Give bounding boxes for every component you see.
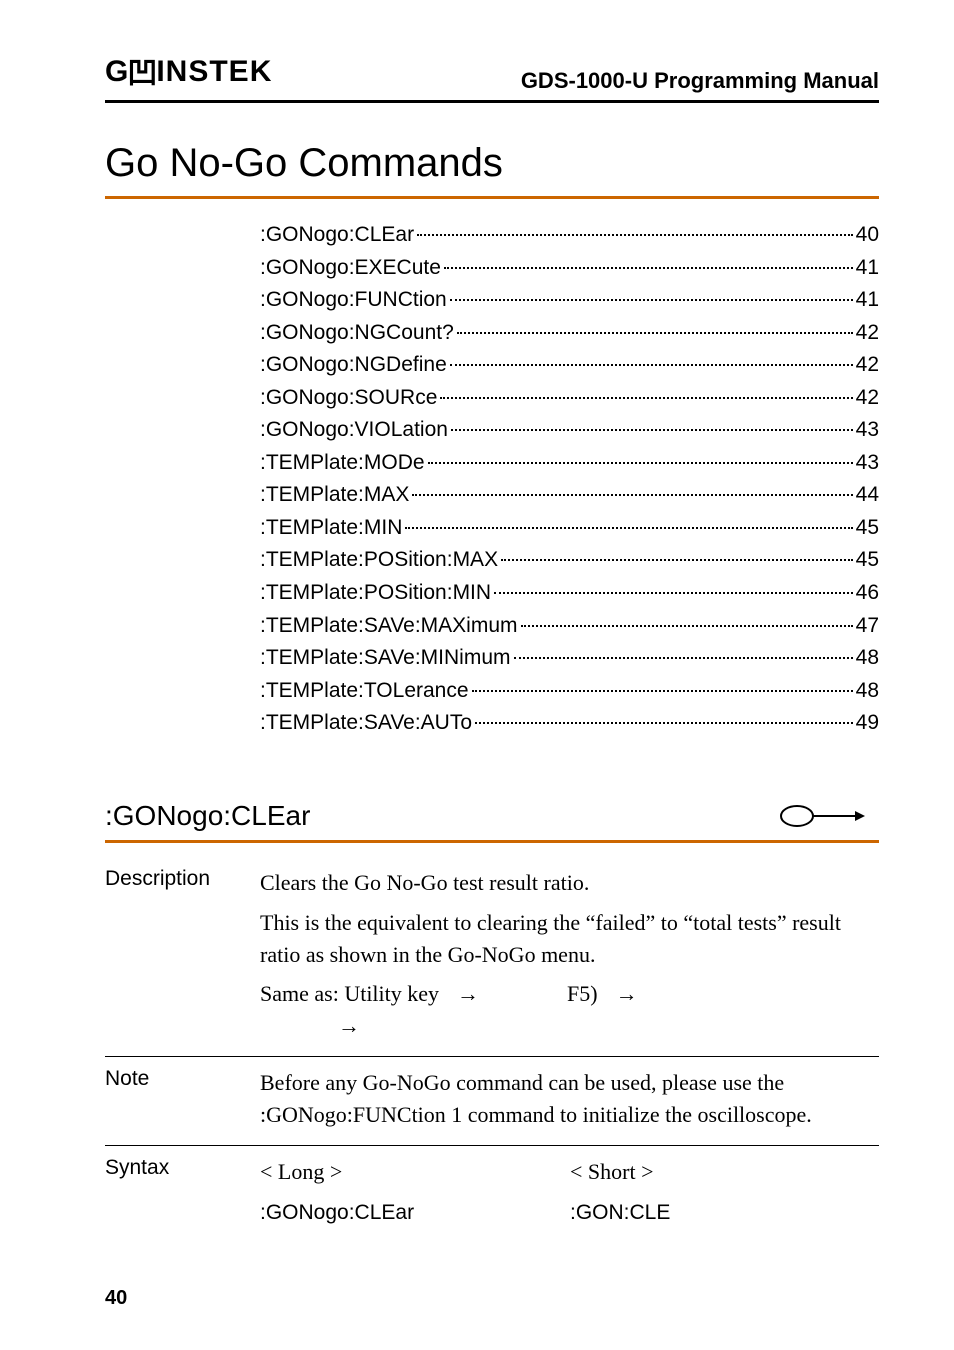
arrow-icon: → (608, 978, 646, 1010)
toc-row[interactable]: :GONogo:FUNCtion 41 (260, 284, 879, 317)
toc-label: :TEMPlate:MIN (260, 512, 402, 545)
description-text-1: Clears the Go No-Go test result ratio. (260, 867, 879, 899)
toc-page: 42 (856, 349, 879, 382)
note-body: Before any Go-NoGo command can be used, … (260, 1067, 879, 1131)
toc-leader (501, 559, 853, 561)
toc-page: 41 (856, 252, 879, 285)
toc-row[interactable]: :TEMPlate:POSition:MAX 45 (260, 544, 879, 577)
toc-label: :TEMPlate:POSition:MIN (260, 577, 491, 610)
toc-row[interactable]: :GONogo:EXECute 41 (260, 252, 879, 285)
syntax-block: Syntax < Long > < Short > :GONogo:CLEar … (105, 1146, 879, 1242)
toc-label: :GONogo:CLEar (260, 219, 414, 252)
note-label: Note (105, 1067, 260, 1131)
toc-leader (451, 429, 853, 431)
logo-suffix: INSTEK (156, 55, 272, 89)
same-as-prefix: Same as: Utility key (260, 978, 439, 1010)
toc-row[interactable]: :TEMPlate:SAVe:MAXimum 47 (260, 610, 879, 643)
toc-row[interactable]: :TEMPlate:SAVe:MINimum 48 (260, 642, 879, 675)
toc-page: 48 (856, 642, 879, 675)
toc-label: :TEMPlate:SAVe:AUTo (260, 707, 472, 740)
toc-leader (457, 332, 853, 334)
syntax-long-value: :GONogo:CLEar (260, 1198, 570, 1228)
toc-page: 43 (856, 414, 879, 447)
toc-label: :GONogo:FUNCtion (260, 284, 447, 317)
toc-row[interactable]: :TEMPlate:MIN 45 (260, 512, 879, 545)
syntax-label: Syntax (105, 1156, 260, 1228)
toc-row[interactable]: :TEMPlate:POSition:MIN 46 (260, 577, 879, 610)
toc-row[interactable]: :TEMPlate:TOLerance 48 (260, 675, 879, 708)
toc-leader (521, 625, 853, 627)
command-heading: :GONogo:CLEar (105, 800, 879, 843)
toc-page: 46 (856, 577, 879, 610)
toc-page: 43 (856, 447, 879, 480)
logo-u: 凹 (127, 48, 158, 92)
toc-label: :GONogo:NGDefine (260, 349, 447, 382)
toc-leader (428, 462, 853, 464)
toc-page: 47 (856, 610, 879, 643)
toc-leader (405, 527, 852, 529)
toc-page: 42 (856, 317, 879, 350)
toc-label: :GONogo:NGCount? (260, 317, 454, 350)
toc-leader (444, 267, 853, 269)
toc-row[interactable]: :GONogo:SOURce 42 (260, 382, 879, 415)
toc-label: :TEMPlate:SAVe:MAXimum (260, 610, 518, 643)
toc-leader (440, 397, 852, 399)
syntax-short-header: < Short > (570, 1156, 879, 1188)
brand-logo: G凹INSTEK (105, 50, 272, 94)
page-number: 40 (105, 1287, 127, 1310)
toc-row[interactable]: :GONogo:NGDefine 42 (260, 349, 879, 382)
same-as-line: Same as: Utility key → F5) → (260, 978, 879, 1010)
toc-page: 41 (856, 284, 879, 317)
section-heading: Go No-Go Commands (105, 141, 879, 199)
logo-g: G (105, 55, 129, 89)
toc-row[interactable]: :TEMPlate:MAX 44 (260, 479, 879, 512)
toc-leader (494, 592, 853, 594)
toc-label: :TEMPlate:MODe (260, 447, 425, 480)
description-label: Description (105, 867, 260, 1042)
note-block: Note Before any Go-NoGo command can be u… (105, 1057, 879, 1146)
toc-label: :TEMPlate:MAX (260, 479, 409, 512)
description-text-2: This is the equivalent to clearing the “… (260, 907, 879, 971)
toc-leader (417, 234, 853, 236)
set-arrow-icon (779, 803, 865, 829)
toc-label: :TEMPlate:POSition:MAX (260, 544, 498, 577)
table-of-contents: :GONogo:CLEar40:GONogo:EXECute41:GONogo:… (260, 219, 879, 740)
arrow-icon: → (330, 1010, 368, 1042)
toc-page: 45 (856, 512, 879, 545)
doc-title: GDS-1000-U Programming Manual (521, 68, 879, 94)
toc-label: :TEMPlate:TOLerance (260, 675, 469, 708)
toc-leader (472, 690, 853, 692)
toc-page: 48 (856, 675, 879, 708)
toc-row[interactable]: :GONogo:VIOLation 43 (260, 414, 879, 447)
toc-label: :GONogo:EXECute (260, 252, 441, 285)
toc-page: 40 (856, 219, 879, 252)
toc-row[interactable]: :TEMPlate:MODe 43 (260, 447, 879, 480)
toc-page: 42 (856, 382, 879, 415)
toc-leader (475, 722, 853, 724)
description-block: Description Clears the Go No-Go test res… (105, 857, 879, 1057)
toc-leader (450, 364, 853, 366)
page-header: G凹INSTEK GDS-1000-U Programming Manual (105, 50, 879, 103)
arrow-icon: → (449, 978, 487, 1010)
toc-row[interactable]: :GONogo:NGCount? 42 (260, 317, 879, 350)
same-as-line-2: → (260, 1010, 879, 1042)
toc-page: 49 (856, 707, 879, 740)
toc-label: :GONogo:SOURce (260, 382, 437, 415)
syntax-body: < Long > < Short > :GONogo:CLEar :GON:CL… (260, 1156, 879, 1228)
toc-leader (412, 494, 852, 496)
toc-row[interactable]: :GONogo:CLEar 40 (260, 219, 879, 252)
description-body: Clears the Go No-Go test result ratio. T… (260, 867, 879, 1042)
same-as-mid: F5) (567, 978, 598, 1010)
toc-label: :GONogo:VIOLation (260, 414, 448, 447)
command-name: :GONogo:CLEar (105, 800, 310, 832)
toc-row[interactable]: :TEMPlate:SAVe:AUTo 49 (260, 707, 879, 740)
syntax-long-header: < Long > (260, 1156, 570, 1188)
toc-page: 45 (856, 544, 879, 577)
toc-label: :TEMPlate:SAVe:MINimum (260, 642, 511, 675)
toc-leader (450, 299, 853, 301)
toc-leader (514, 657, 853, 659)
toc-page: 44 (856, 479, 879, 512)
syntax-short-value: :GON:CLE (570, 1198, 879, 1228)
